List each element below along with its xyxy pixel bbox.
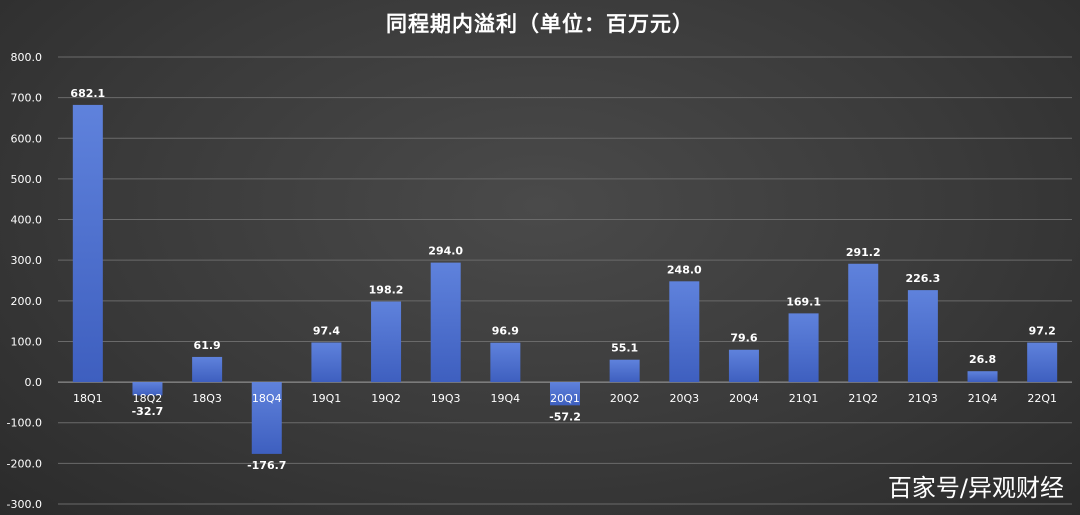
- data-label: 682.1: [70, 87, 105, 100]
- bar: [728, 349, 759, 383]
- bar: [430, 262, 461, 383]
- data-label: 96.9: [492, 325, 519, 338]
- data-label: 248.0: [667, 263, 702, 276]
- data-label: 169.1: [786, 295, 821, 308]
- data-label: 26.8: [969, 353, 996, 366]
- bar: [251, 382, 282, 454]
- bar: [1027, 342, 1058, 383]
- x-tick-label: 20Q4: [729, 392, 759, 405]
- y-tick-label: 700.0: [11, 92, 43, 105]
- bar: [848, 263, 879, 383]
- y-axis: 800.0 700.0 600.0 500.0 400.0 300.0 200.0 100.0…: [7, 51, 42, 511]
- y-tick-label: 500.0: [11, 173, 43, 186]
- x-tick-label: 19Q3: [431, 392, 461, 405]
- bar: [192, 356, 223, 383]
- x-tick-label: 18Q2: [133, 392, 163, 405]
- data-label: 97.2: [1029, 325, 1056, 338]
- gridlines: [58, 56, 1072, 505]
- bar: [669, 281, 700, 383]
- data-label: -32.7: [132, 405, 164, 418]
- bar: [550, 382, 580, 406]
- y-tick-label: 600.0: [11, 132, 43, 145]
- y-tick-label: 800.0: [11, 51, 43, 64]
- x-tick-label: 21Q2: [848, 392, 878, 405]
- x-tick-label: 20Q2: [610, 392, 640, 405]
- y-tick-label: -300.0: [7, 498, 42, 511]
- bar: [967, 371, 998, 383]
- chart-title: 同程期内溢利（单位：百万元）: [386, 12, 694, 36]
- bar: [609, 359, 640, 383]
- y-tick-label: 400.0: [11, 214, 43, 227]
- bar: [311, 342, 342, 383]
- y-tick-label: -200.0: [7, 457, 42, 470]
- data-label: 97.4: [313, 325, 340, 338]
- x-tick-label: 18Q3: [192, 392, 222, 405]
- watermark: 百家号/异观财经: [887, 474, 1064, 502]
- data-label: 198.2: [369, 284, 404, 297]
- x-tick-label: 20Q1: [550, 392, 580, 405]
- data-label: 55.1: [611, 342, 638, 355]
- x-tick-label: 22Q1: [1027, 392, 1057, 405]
- bar: [371, 301, 402, 383]
- y-tick-label: -100.0: [7, 417, 42, 430]
- y-tick-label: 200.0: [11, 295, 43, 308]
- x-axis: 18Q1 18Q2 18Q3 18Q4 19Q1 19Q2 19Q3 19Q4 20Q1 20Q2…: [73, 392, 1057, 405]
- x-tick-label: 18Q4: [252, 392, 282, 405]
- y-tick-label: 300.0: [11, 254, 43, 267]
- data-label: 79.6: [730, 332, 757, 345]
- bar: [132, 382, 163, 396]
- x-tick-label: 21Q4: [968, 392, 998, 405]
- bar: [490, 342, 521, 383]
- bars: [72, 104, 1058, 454]
- data-labels: 682.1 -32.7 61.9 -176.7 97.4 198.2 294.0 96.9 -5…: [70, 87, 1055, 472]
- data-label: 226.3: [905, 272, 940, 285]
- x-tick-label: 20Q3: [669, 392, 699, 405]
- bar: [788, 313, 819, 383]
- x-tick-label: 18Q1: [73, 392, 103, 405]
- y-tick-label: 100.0: [11, 335, 43, 348]
- bar: [72, 104, 103, 383]
- data-label: 61.9: [194, 339, 221, 352]
- x-tick-label: 19Q1: [312, 392, 342, 405]
- y-tick-label: 0.0: [25, 376, 43, 389]
- x-tick-label: 19Q4: [491, 392, 521, 405]
- data-label: 294.0: [428, 245, 463, 258]
- data-label: -57.2: [549, 410, 581, 423]
- x-tick-label: 19Q2: [371, 392, 401, 405]
- data-label: -176.7: [247, 459, 286, 472]
- x-tick-label: 21Q3: [908, 392, 938, 405]
- x-tick-label: 21Q1: [789, 392, 819, 405]
- data-label: 291.2: [846, 246, 881, 259]
- bar: [907, 290, 938, 383]
